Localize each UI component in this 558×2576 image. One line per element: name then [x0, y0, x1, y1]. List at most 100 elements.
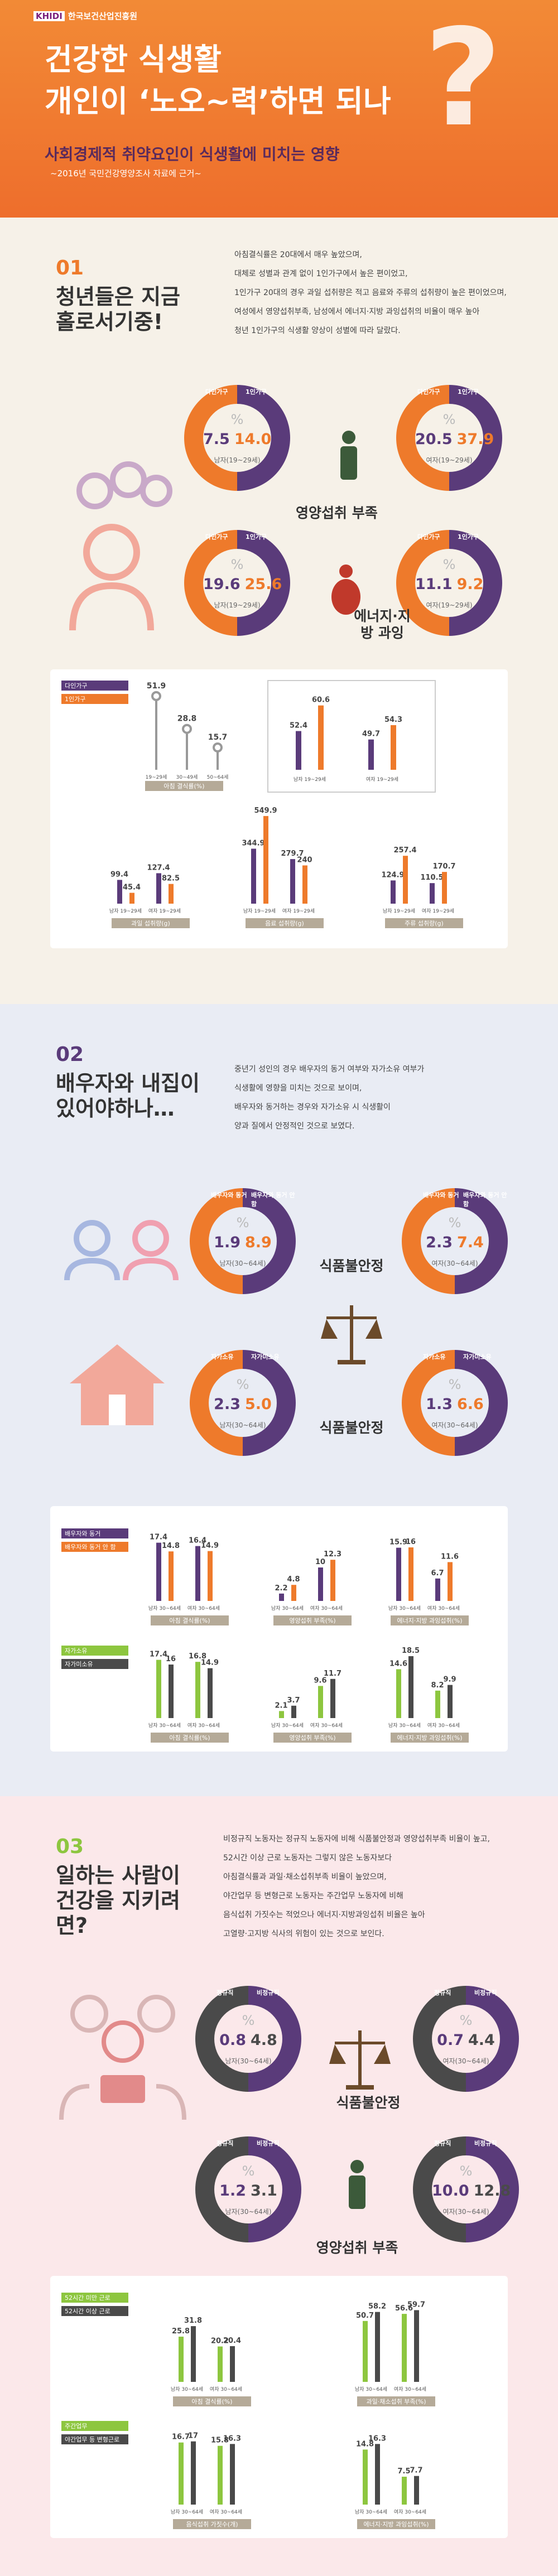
- bar-value-label: 20.2: [211, 2337, 229, 2346]
- percent-sign: %: [448, 1215, 461, 1231]
- category-label: 남자 30~64세: [271, 1723, 304, 1729]
- bar: [296, 731, 301, 770]
- label-food-insecurity: 식품불안정: [319, 1258, 384, 1274]
- chart-title: 에너지·지방 과잉섭취(%): [397, 1617, 462, 1624]
- desc-line: 양과 질에서 안정적인 것으로 보였다.: [234, 1122, 355, 1131]
- bar: [302, 865, 307, 904]
- donut-values: 11.1 9.2: [415, 576, 484, 593]
- house-icon: [67, 1339, 167, 1430]
- donut-values: 20.5 37.9: [415, 431, 494, 448]
- category-label: 19~29세: [146, 774, 167, 780]
- bar-value-label: 17.4: [150, 1533, 167, 1542]
- category-label: 여자 30~64세: [310, 1605, 343, 1612]
- bar: [218, 2445, 223, 2505]
- donut-label-left: 다인가구: [417, 533, 440, 541]
- donut-values: 2.3 7.4: [426, 1234, 484, 1251]
- donut-label-left: 다인가구: [205, 388, 228, 395]
- donut-label-right: 비정규직: [257, 1989, 280, 1996]
- desc-line: 1인가구 20대의 경우 과일 섭취량은 적고 음료와 주류의 섭취량이 높은 …: [234, 288, 507, 297]
- donut-chart: % 0.7 4.4 여자(30~64세) 정규직 비정규직: [413, 1986, 519, 2092]
- bar: [391, 725, 396, 770]
- donut-subtitle: 여자(30~64세): [431, 1260, 478, 1267]
- legend-label: 1인가구: [65, 696, 85, 703]
- donut-chart: % 1.3 6.6 여자(30~64세) 자가소유 자가미소유: [402, 1350, 508, 1456]
- donut-label-left: 정규직: [434, 1989, 451, 1996]
- donut-chart: % 7.5 14.0 남자(19~29세) 다인가구 1인가구: [184, 385, 290, 491]
- donut-subtitle: 남자(30~64세): [219, 1260, 266, 1267]
- bar: [396, 1669, 401, 1718]
- chart-title-bg: [357, 2519, 435, 2529]
- chart-title-bg: [151, 1733, 229, 1743]
- chart-title-bg: [173, 2396, 251, 2406]
- bar: [230, 2444, 235, 2505]
- percent-sign: %: [242, 2163, 255, 2179]
- section-3: 03 일하는 사람이 건강을 지키려면? 비정규직 노동자는 정규직 노동자에 …: [0, 1796, 558, 2576]
- section-number: 01: [56, 257, 84, 279]
- donut-label-right: 배우자와 동거 안 함: [463, 1191, 507, 1208]
- lollipop-value: 28.8: [177, 715, 197, 723]
- bar: [191, 2326, 196, 2382]
- percent-sign: %: [448, 1377, 461, 1392]
- bar: [279, 1593, 284, 1601]
- donut-label-left: 자가소유: [211, 1353, 234, 1361]
- bar-value-label: 99.4: [110, 870, 128, 879]
- bar-value-label: 58.2: [368, 2303, 386, 2311]
- bar: [442, 872, 447, 904]
- category-label: 50~64세: [207, 774, 229, 780]
- desc-line: 배우자와 동거하는 경우와 자가소유 시 식생활이: [234, 1103, 391, 1112]
- title-line1: 건강한 식생활: [45, 42, 222, 77]
- bar-value-label: 7.5: [397, 2467, 410, 2476]
- category-label: 여자 30~64세: [187, 1722, 220, 1729]
- bar: [402, 2477, 407, 2505]
- category-label: 남자 30~64세: [355, 2386, 387, 2392]
- bar-value-label: 11.6: [441, 1552, 459, 1561]
- legend-swatch: [61, 1528, 128, 1538]
- bar: [448, 1685, 453, 1718]
- bar-value-label: 127.4: [147, 864, 170, 872]
- donut-label-right: 1인가구: [458, 388, 479, 395]
- chart-title: 과일 섭취량(g): [131, 919, 170, 927]
- bar: [435, 1578, 440, 1601]
- bar-value-label: 17.4: [150, 1651, 167, 1659]
- chart-title-bg: [112, 918, 190, 928]
- category-label: 남자 30~64세: [388, 1723, 421, 1729]
- bar: [391, 880, 396, 904]
- bar-value-label: 3.7: [287, 1696, 300, 1705]
- bar: [117, 880, 122, 904]
- donut-label-left: 배우자와 동거: [211, 1191, 247, 1199]
- bar-value-label: 15.9: [389, 1538, 407, 1547]
- chart-title: 영양섭취 부족(%): [289, 1734, 335, 1742]
- bar: [156, 1660, 161, 1718]
- section-title: 배우자와 내집이 있어야하나…: [56, 1071, 200, 1121]
- org-logo: KHIDI: [33, 11, 65, 21]
- bar-value-label: 240: [297, 856, 312, 864]
- bar: [156, 1542, 161, 1601]
- bar: [414, 2310, 419, 2382]
- donut-label-right: 1인가구: [246, 533, 267, 541]
- bar-value-label: 20.4: [223, 2337, 241, 2345]
- legend-swatch: [61, 1542, 128, 1552]
- label-nutrient-deficit: 영양섭취 부족: [296, 505, 378, 521]
- category-label: 여자 30~64세: [394, 2386, 426, 2392]
- bar: [363, 2449, 368, 2505]
- donut-values: 1.2 3.1: [219, 2182, 277, 2199]
- lollipop-value: 51.9: [147, 682, 166, 691]
- category-label: 여자 30~64세: [427, 1605, 460, 1612]
- bar: [375, 2444, 380, 2505]
- bar: [251, 848, 256, 904]
- chart-title-bg: [273, 1733, 352, 1743]
- bar: [448, 1562, 453, 1601]
- bar-value-label: 82.5: [162, 875, 180, 883]
- person-icon: [335, 430, 363, 499]
- legend-label: 야간업무 등 변형근로: [65, 2436, 119, 2443]
- legend-swatch: [61, 2293, 128, 2303]
- donut-subtitle: 남자(19~29세): [214, 601, 261, 609]
- section-desc: 중년기 성인의 경우 배우자의 동거 여부와 자가소유 여부가 식생활에 영향을…: [234, 1060, 525, 1136]
- bar: [402, 2314, 407, 2382]
- chart-panel-1: 다인가구 1인가구 51.9 19~29세 28.8 30~49세 15.7 50~64세 아침…: [50, 669, 508, 948]
- bar: [403, 856, 408, 904]
- desc-line: 음식섭취 가짓수는 적었으나 에너지·지방과잉섭취 비율은 높아: [223, 1911, 425, 1919]
- bar-value-label: 4.8: [287, 1575, 300, 1584]
- donut-chart: % 1.9 8.9 남자(30~64세) 배우자와 동거 배우자와 동거 안 함: [190, 1188, 296, 1294]
